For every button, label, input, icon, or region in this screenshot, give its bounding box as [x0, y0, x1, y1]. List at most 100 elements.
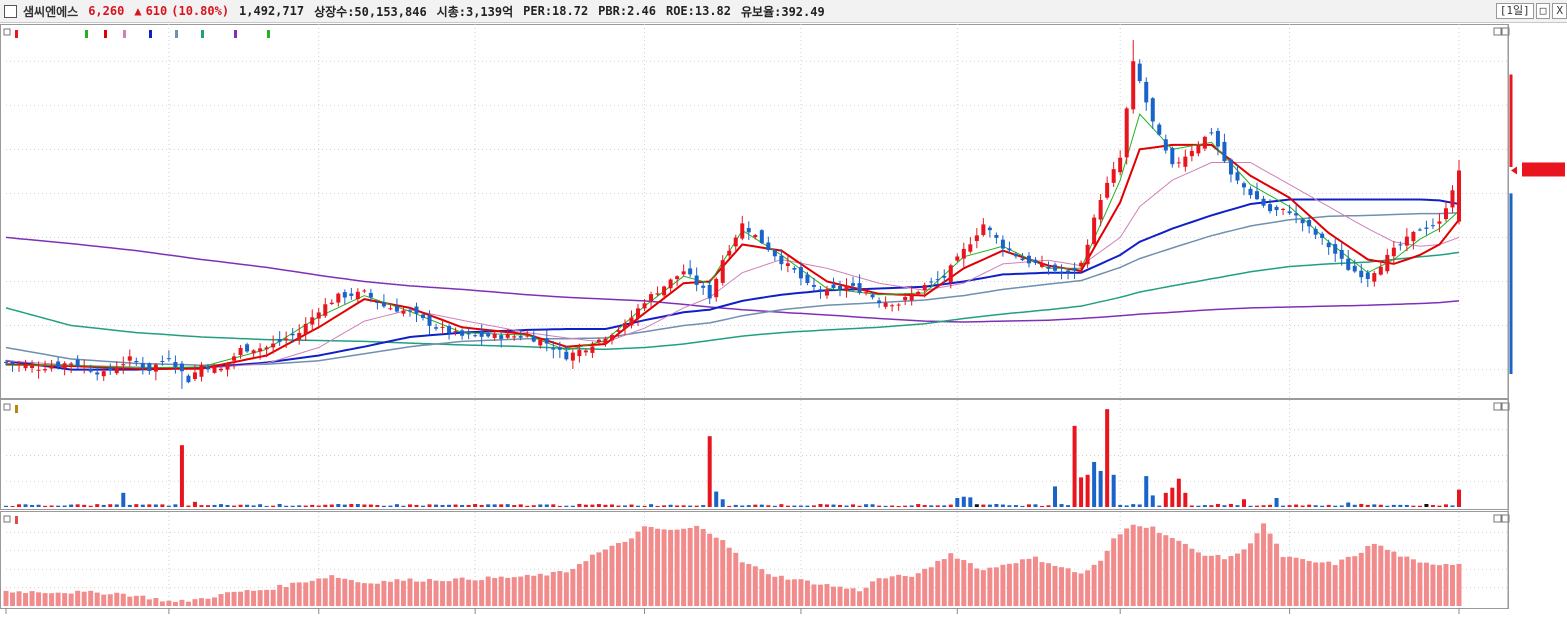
foreign-bar	[381, 580, 387, 606]
candle-body	[1294, 213, 1299, 216]
candle-body	[23, 364, 28, 369]
volume-bar	[662, 505, 667, 507]
volume-bar	[570, 505, 575, 507]
volume-bar	[1150, 495, 1155, 507]
candle-body	[381, 302, 386, 307]
volume-bar	[421, 505, 426, 507]
panel-minimize-icon[interactable]	[1493, 27, 1502, 36]
volume-bar	[531, 505, 536, 507]
candle-body	[968, 244, 973, 252]
panel-maximize-icon[interactable]	[1501, 27, 1510, 36]
candle-body	[127, 356, 132, 361]
volume-bar	[232, 505, 237, 507]
volume-bar	[479, 504, 484, 507]
volume-bar	[590, 504, 595, 507]
foreign-bar	[863, 587, 869, 606]
candle-body	[942, 275, 947, 278]
select-checkbox[interactable]	[4, 4, 17, 18]
volume-bar	[1274, 497, 1279, 507]
volume-bar	[336, 503, 341, 507]
foreign-bar	[1117, 534, 1123, 606]
volume-bar	[1326, 504, 1331, 507]
candle-body	[1176, 162, 1181, 164]
candle-body	[811, 284, 816, 287]
legend-swatch	[149, 30, 152, 38]
foreign-bar	[824, 584, 830, 606]
volume-bar	[1320, 505, 1325, 507]
volume-bar	[1118, 504, 1123, 507]
candle-body	[714, 278, 719, 298]
panel-maximize-icon[interactable]	[1501, 514, 1510, 523]
volume-bar	[955, 497, 960, 507]
foreign-bar	[1052, 565, 1058, 606]
close-icon[interactable]: X	[1552, 3, 1567, 19]
volume-bar	[805, 505, 810, 507]
foreign-bar	[791, 579, 797, 606]
candle-body	[375, 302, 380, 304]
candle-body	[238, 347, 243, 356]
candle-body	[1189, 150, 1194, 157]
candle-body	[147, 363, 152, 372]
volume-bar	[225, 504, 230, 507]
volume-bar	[140, 504, 145, 507]
volume-bar	[903, 505, 908, 507]
volume-bar	[186, 505, 191, 507]
panel-box-icon	[3, 515, 11, 523]
candle-body	[108, 367, 113, 371]
volume-bar	[1261, 505, 1266, 507]
legend-swatch	[267, 30, 270, 38]
foreign-legend-swatch	[15, 516, 18, 524]
foreign-bar	[739, 562, 745, 606]
panel-minimize-icon[interactable]	[1493, 514, 1502, 523]
foreign-bar	[374, 583, 380, 606]
volume-bar	[1241, 499, 1246, 507]
volume-bar	[583, 504, 588, 507]
candle-body	[49, 366, 54, 369]
volume-bar	[1339, 505, 1344, 507]
candle-body	[394, 306, 399, 312]
foreign-bar	[192, 599, 198, 606]
period-button[interactable]: [1일]	[1495, 3, 1534, 19]
volume-bar	[844, 505, 849, 507]
candle-body	[1417, 229, 1422, 231]
volume-bar	[1176, 478, 1181, 507]
volume-bar	[199, 505, 204, 507]
volume-bar	[759, 504, 764, 507]
restore-icon[interactable]: □	[1535, 3, 1551, 19]
candle-body	[1268, 204, 1273, 212]
volume-bar	[1300, 505, 1305, 507]
candle-body	[101, 371, 106, 377]
volume-bar	[831, 504, 836, 507]
panel-minimize-icon[interactable]	[1493, 402, 1502, 411]
foreign-bar	[1104, 550, 1110, 606]
foreign-bar	[772, 576, 778, 606]
legend-swatch	[85, 30, 88, 38]
volume-bar	[994, 503, 999, 507]
foreign-bar	[1280, 557, 1286, 606]
candle-body	[916, 291, 921, 295]
foreign-bar	[935, 560, 941, 606]
foreign-bar	[602, 549, 608, 606]
foreign-bar	[733, 552, 739, 606]
volume-bar	[675, 505, 680, 507]
foreign-bar	[498, 576, 504, 606]
volume-bar	[538, 504, 543, 507]
candle-body	[173, 362, 178, 368]
per-value: PER:18.72	[523, 4, 589, 18]
volume-bar	[857, 505, 862, 507]
volume-bar	[1131, 504, 1136, 507]
foreign-bar	[681, 528, 687, 606]
candle-body	[701, 285, 706, 288]
candle-body	[792, 267, 797, 270]
volume-bar	[1411, 505, 1416, 507]
panel-maximize-icon[interactable]	[1501, 402, 1510, 411]
ma45-line	[5, 198, 1460, 371]
foreign-bar	[589, 554, 595, 606]
volume-bar	[460, 504, 465, 507]
candle-body	[583, 350, 588, 353]
volume-bar	[23, 504, 28, 507]
volume-bar	[603, 504, 608, 507]
foreign-bar	[765, 574, 771, 606]
legend-swatch	[15, 30, 18, 38]
candle-body	[212, 366, 217, 373]
